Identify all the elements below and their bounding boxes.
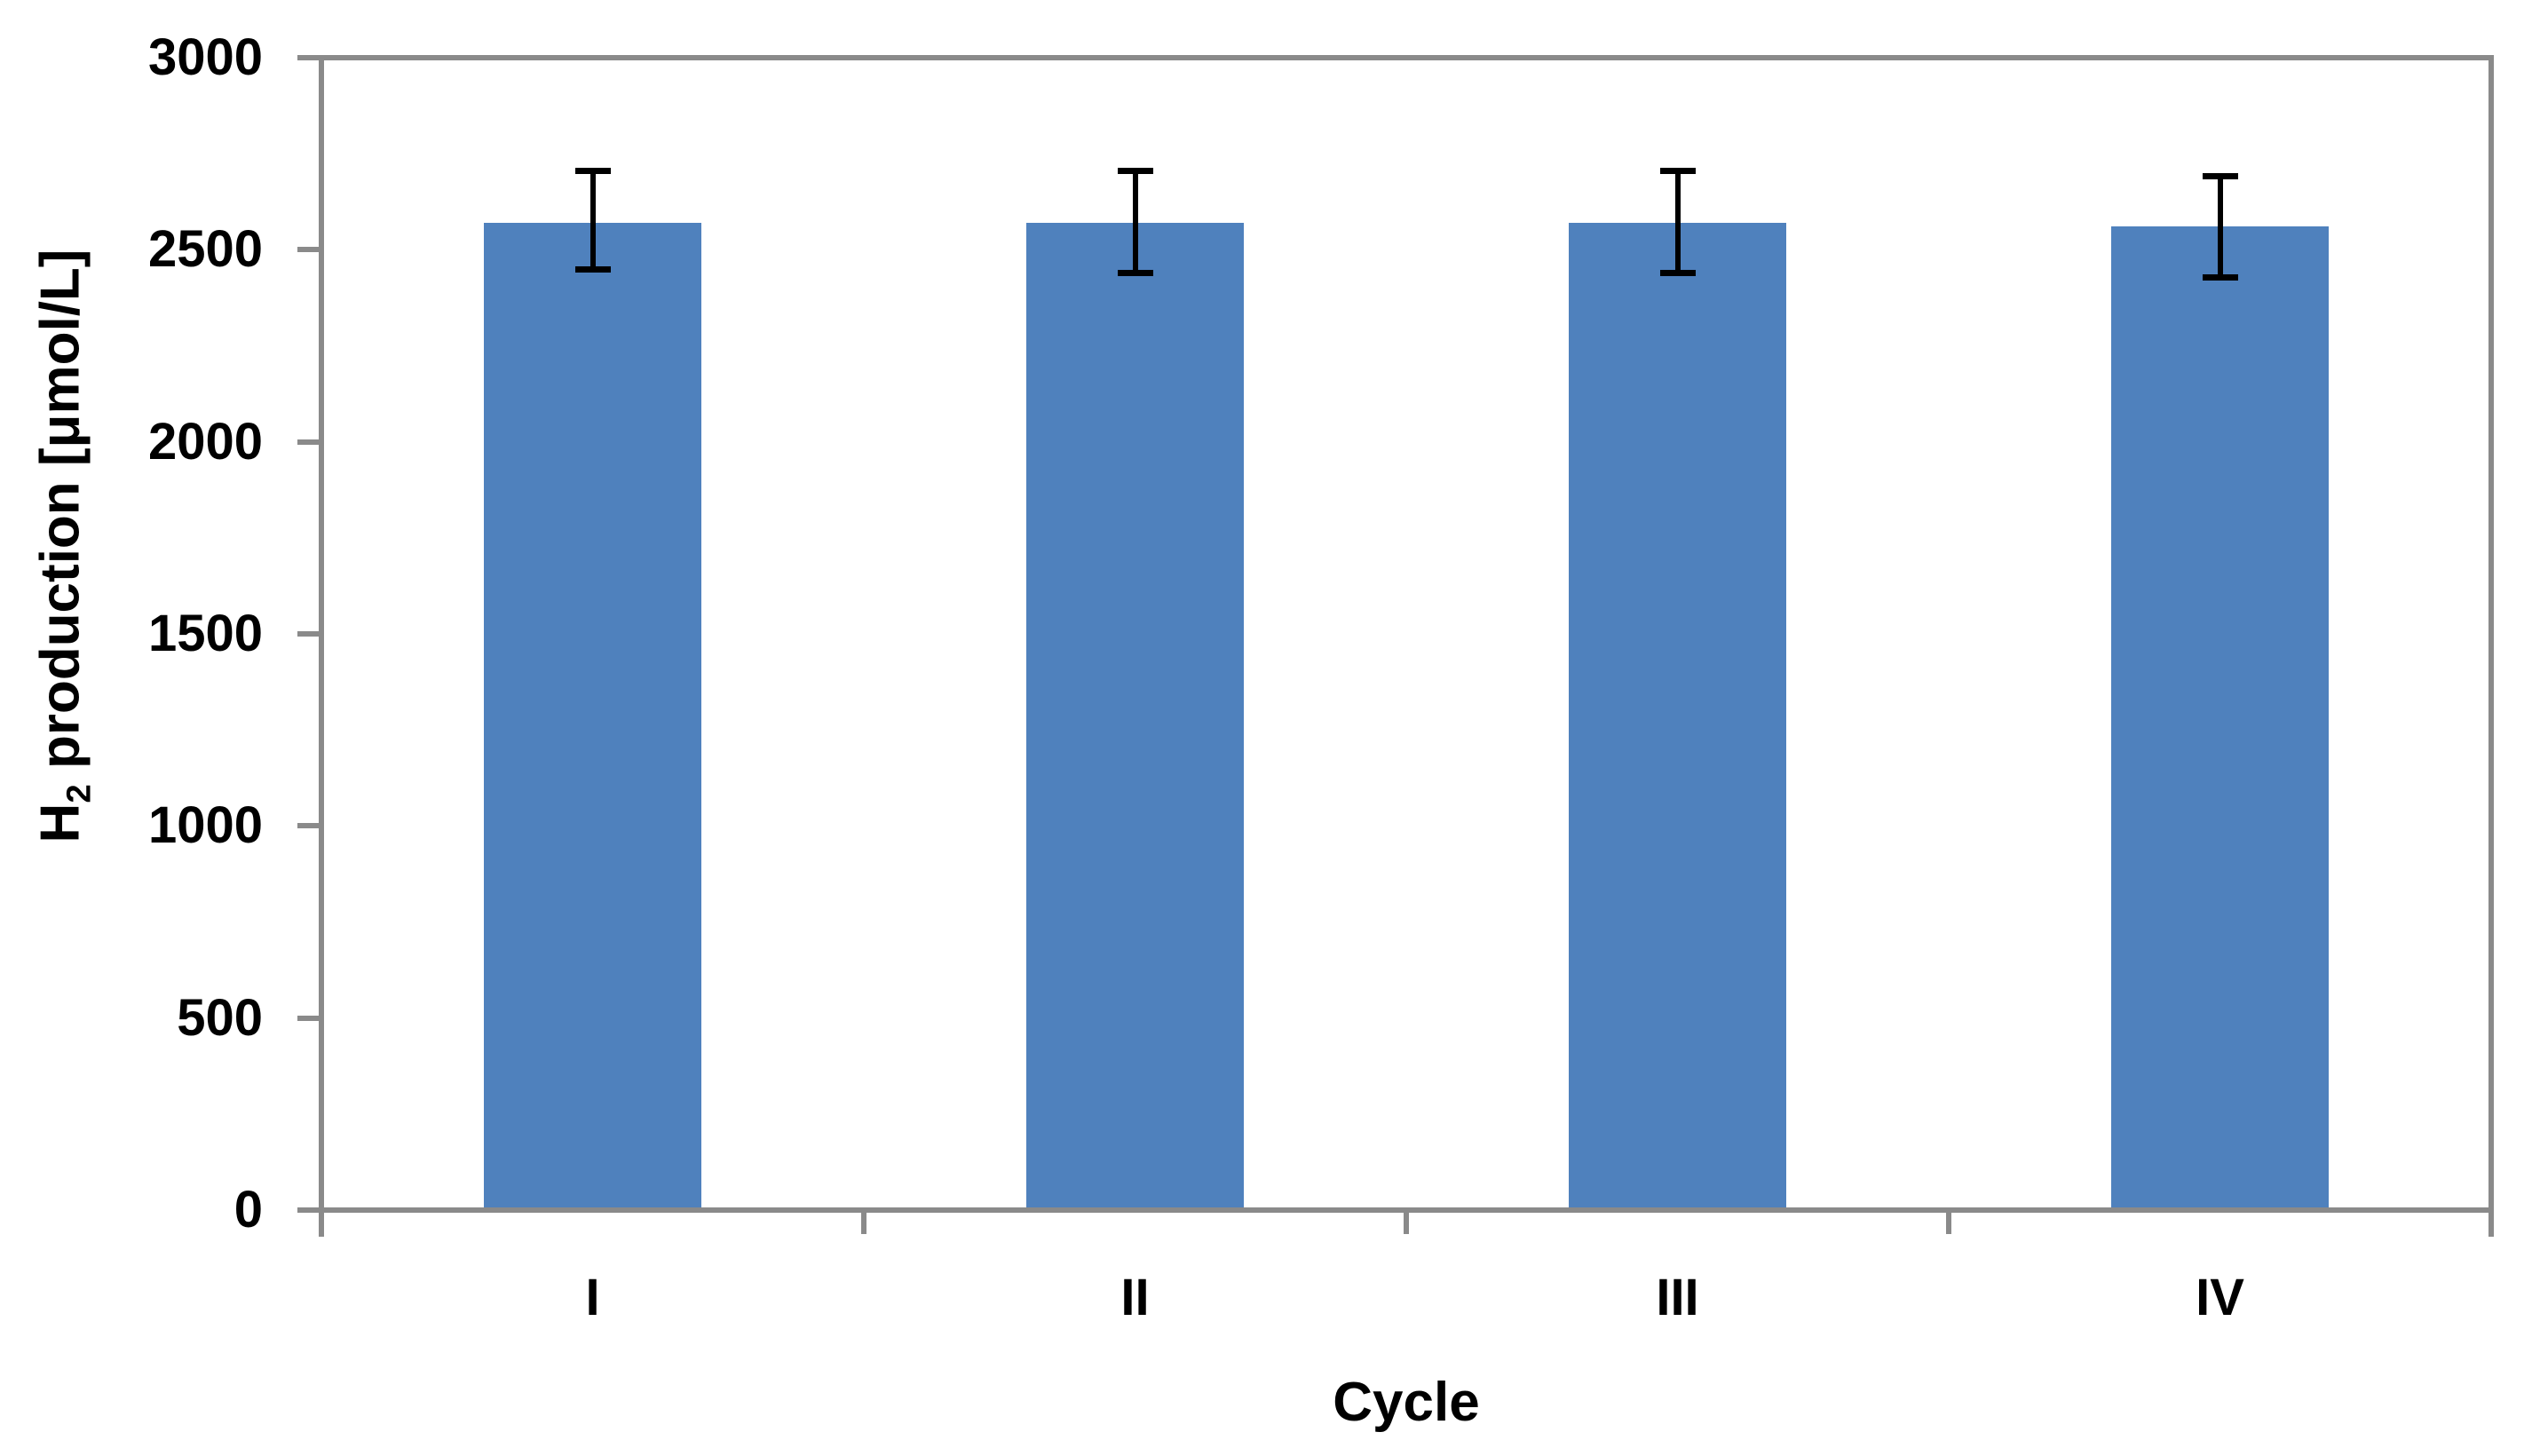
error-bar-bottom-cap-cycle-IV: [2202, 273, 2238, 281]
error-bar-top-cap-cycle-III: [1659, 167, 1696, 174]
x-axis-tick: [1404, 1210, 1409, 1234]
y-axis-title-prefix: H: [29, 803, 91, 843]
x-axis-tick: [1946, 1210, 1951, 1234]
y-axis-title: H2 production [μmol/L]: [28, 249, 99, 843]
y-axis-tick: [297, 247, 321, 253]
x-axis-tick: [2488, 1210, 2494, 1234]
error-bar-line-cycle-IV: [2217, 177, 2223, 277]
bar-cycle-II: [1026, 223, 1244, 1207]
y-tick-label: 1000: [147, 796, 263, 855]
y-axis-tick: [297, 55, 321, 60]
y-axis-tick: [297, 1207, 321, 1213]
y-tick-label: 2500: [147, 220, 263, 279]
bar-cycle-III: [1569, 223, 1786, 1207]
y-axis-title-subscript: 2: [59, 784, 99, 803]
error-bar-bottom-cap-cycle-I: [574, 265, 611, 273]
error-bar-top-cap-cycle-II: [1117, 167, 1153, 174]
bar-cycle-I: [484, 223, 701, 1207]
y-axis-tick: [297, 1015, 321, 1021]
error-bar-top-cap-cycle-I: [574, 167, 611, 174]
error-bar-bottom-cap-cycle-II: [1117, 270, 1153, 277]
plot-top-border: [321, 55, 2491, 60]
x-axis-tick: [861, 1210, 866, 1234]
x-tick-label-cycle-IV: IV: [2196, 1269, 2244, 1326]
y-axis-tick: [297, 823, 321, 829]
y-tick-label: 2000: [147, 412, 263, 471]
x-tick-label-cycle-III: III: [1656, 1269, 1699, 1326]
y-tick-label: 3000: [147, 28, 263, 86]
bar-cycle-IV: [2111, 226, 2329, 1207]
error-bar-top-cap-cycle-IV: [2202, 173, 2238, 180]
y-axis-line: [319, 55, 324, 1237]
y-tick-label: 0: [233, 1181, 263, 1238]
x-tick-label-cycle-I: I: [585, 1269, 600, 1326]
error-bar-line-cycle-II: [1132, 170, 1138, 273]
error-bar-line-cycle-III: [1674, 170, 1681, 273]
y-axis-tick: [297, 631, 321, 637]
error-bar-bottom-cap-cycle-III: [1659, 270, 1696, 277]
x-tick-label-cycle-II: II: [1120, 1269, 1150, 1326]
x-axis-title: Cycle: [1333, 1372, 1480, 1433]
y-axis-tick: [297, 439, 321, 445]
y-tick-label: 1500: [147, 605, 263, 662]
y-tick-label: 500: [177, 988, 263, 1047]
x-axis-tick: [319, 1210, 324, 1234]
error-bar-line-cycle-I: [589, 170, 596, 269]
y-axis-title-rest: production [μmol/L]: [29, 249, 91, 785]
plot-right-border: [2488, 55, 2494, 1237]
